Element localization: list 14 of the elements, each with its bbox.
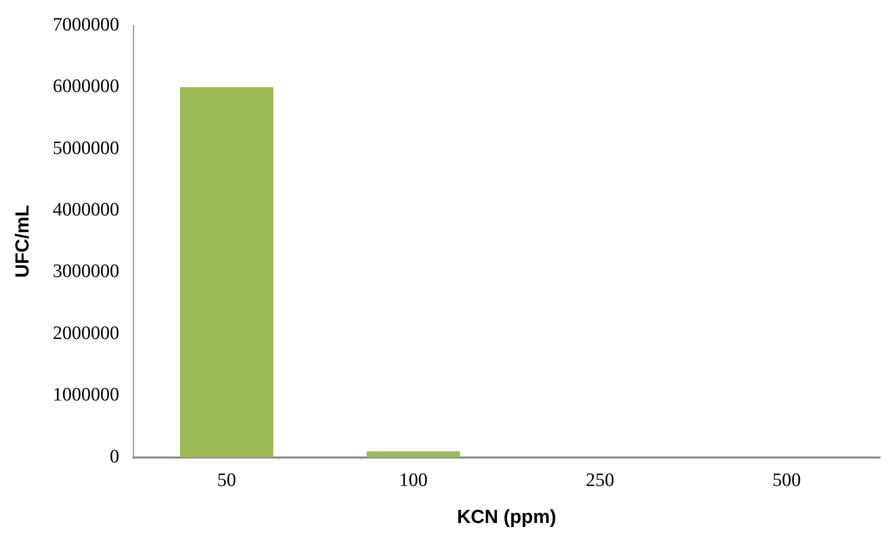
y-tick-label: 4000000	[52, 200, 120, 221]
y-tick-label: 6000000	[52, 76, 120, 98]
x-axis-title: KCN (ppm)	[457, 506, 556, 528]
y-tick-label: 7000000	[52, 14, 120, 36]
x-tick-label: 250	[586, 470, 614, 491]
y-tick-label: 3000000	[52, 261, 120, 282]
y-tick-label: 2000000	[52, 322, 120, 344]
y-tick-label: 1000000	[52, 384, 120, 406]
x-tick-label: 50	[217, 470, 236, 491]
y-tick-label: 0	[110, 446, 120, 468]
x-tick-label: 100	[399, 470, 428, 491]
y-axis-title: UFC/mL	[12, 204, 34, 278]
y-tick-label: 5000000	[52, 138, 120, 159]
x-tick-label: 500	[772, 470, 801, 491]
